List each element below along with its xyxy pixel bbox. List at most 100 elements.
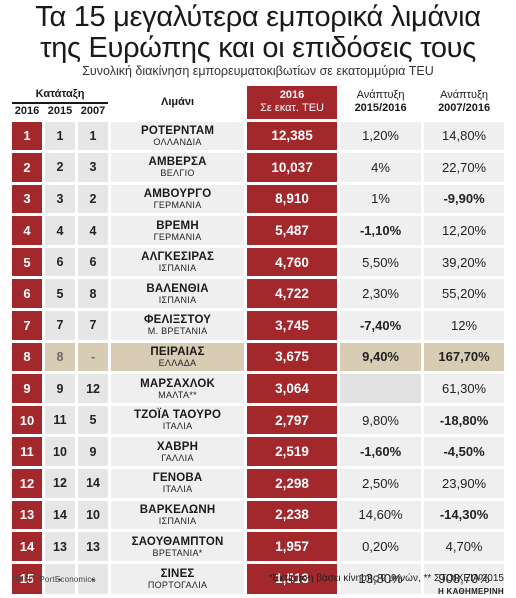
port-cell: ΦΕΛΙΞΣΤΟΥ Μ. ΒΡΕΤΑΝΙΑ bbox=[111, 308, 245, 342]
port-name: ΜΑΡΣΑΧΛΟΚ bbox=[140, 377, 215, 390]
rank-2007-cell: 8 bbox=[78, 276, 109, 310]
port-name: ΓΕΝΟΒΑ bbox=[152, 472, 203, 485]
growth-2015-2016-cell: 9,80% bbox=[340, 402, 422, 436]
port-cell: ΠΕΙΡΑΙΑΣ ΕΛΛΑΔΑ bbox=[111, 339, 245, 373]
port-country: ΙΤΑΛΙΑ bbox=[162, 421, 193, 432]
page-title: Τα 15 μεγαλύτερα εμπορικά λιμάνια της Ευ… bbox=[0, 2, 516, 64]
table-row: 3 3 2 ΑΜΒΟΥΡΓΟ ΓΕΡΜΑΝΙΑ 8,910 1% -9,90% bbox=[12, 181, 505, 215]
rank-2007-cell: 10 bbox=[78, 497, 109, 531]
rank-2015-header: 2015 bbox=[47, 105, 73, 118]
port-name: ΤΖΟΪΑ ΤΑΟΥΡΟ bbox=[133, 409, 222, 422]
rank-2015-cell: 2 bbox=[45, 150, 75, 184]
teu-cell: 2,298 bbox=[247, 466, 338, 500]
teu-cell: 2,797 bbox=[247, 402, 338, 436]
growth-2015-2016-cell: -1,60% bbox=[340, 434, 422, 468]
table-row: 10 11 5 ΤΖΟΪΑ ΤΑΟΥΡΟ ΙΤΑΛΙΑ 2,797 9,80% -18,80% bbox=[12, 402, 505, 436]
rank-2015-cell: 10 bbox=[45, 434, 75, 468]
rank-2015-cell: 1 bbox=[45, 118, 75, 152]
port-cell: ΒΡΕΜΗ ΓΕΡΜΑΝΙΑ bbox=[111, 213, 245, 247]
rank-2016-cell: 14 bbox=[12, 529, 42, 563]
port-cell: ΑΜΒΟΥΡΓΟ ΓΕΡΜΑΝΙΑ bbox=[111, 181, 245, 215]
port-name: ΠΕΙΡΑΙΑΣ bbox=[150, 345, 205, 358]
table-row: 8 8- ΠΕΙΡΑΙΑΣ ΕΛΛΑΔΑ 3,675 9,40% 167,70% bbox=[12, 339, 505, 373]
port-country: ΓΑΛΛΙΑ bbox=[161, 452, 194, 463]
growth-2015-2016-cell: 5,50% bbox=[340, 244, 422, 278]
port-country: ΙΣΠΑΝΙΑ bbox=[158, 263, 197, 274]
port-column-header: Λιμάνι bbox=[161, 95, 195, 108]
publisher-brand: Η ΚΑΘΗΜΕΡΙΝΗ bbox=[437, 587, 504, 596]
growth-2015-2016-cell: 14,60% bbox=[340, 497, 422, 531]
rank-2007-header: 2007 bbox=[80, 105, 106, 118]
growth-2007-2016-header: Ανάπτυξη 2007/2016 bbox=[424, 86, 504, 120]
growth-2007-2016-cell: 55,20% bbox=[424, 276, 505, 310]
rank-2016-cell: 8 bbox=[12, 339, 42, 373]
port-name: ΒΡΕΜΗ bbox=[156, 219, 199, 232]
growth-2007-2016-cell: 12,20% bbox=[424, 213, 505, 247]
table-row: 12 12 14 ΓΕΝΟΒΑ ΙΤΑΛΙΑ 2,298 2,50% 23,90% bbox=[12, 466, 505, 500]
growth-2015-2016-cell bbox=[340, 371, 422, 405]
growth-2015-2016-cell: 2,30% bbox=[340, 276, 422, 310]
rank-2016-header: 2016 bbox=[14, 105, 40, 118]
growth1-header-period: 2015/2016 bbox=[354, 102, 407, 115]
growth-2007-2016-cell: 14,80% bbox=[424, 118, 505, 152]
growth2-header-period: 2007/2016 bbox=[438, 102, 491, 115]
table-row: 14 13 13 ΣΑΟΥΘΑΜΠΤΟΝ ΒΡΕΤΑΝΙΑ* 1,957 0,20% 4,70… bbox=[12, 529, 505, 563]
rank-2015-cell: 11 bbox=[45, 402, 75, 436]
teu-header-year: 2016 bbox=[279, 89, 305, 102]
rank-2007-cell: 3 bbox=[78, 150, 109, 184]
rank-2015-cell: 13 bbox=[45, 529, 75, 563]
rank-2016-cell: 2 bbox=[12, 150, 42, 184]
rank-2015-cell: 4 bbox=[45, 213, 75, 247]
growth-2015-2016-cell: -1,10% bbox=[340, 213, 422, 247]
teu-cell: 10,037 bbox=[247, 150, 338, 184]
port-country: ΓΕΡΜΑΝΙΑ bbox=[153, 199, 202, 210]
growth-2015-2016-cell: -7,40% bbox=[340, 308, 422, 342]
port-cell: ΣΑΟΥΘΑΜΠΤΟΝ ΒΡΕΤΑΝΙΑ* bbox=[111, 529, 245, 563]
teu-cell: 5,487 bbox=[247, 213, 338, 247]
rank-2015-cell: 9 bbox=[45, 371, 75, 405]
teu-header-unit: Σε εκατ. TEU bbox=[260, 102, 324, 115]
rank-2015-cell: 3 bbox=[45, 181, 75, 215]
port-country: ΕΛΛΑΔΑ bbox=[158, 357, 197, 368]
growth-2015-2016-cell: 2,50% bbox=[340, 466, 422, 500]
growth-2007-2016-cell: -14,30% bbox=[424, 497, 505, 531]
growth-2007-2016-cell: -4,50% bbox=[424, 434, 505, 468]
rank-2015-cell: 8 bbox=[45, 339, 75, 373]
port-country: ΒΕΛΓΙΟ bbox=[160, 168, 195, 179]
port-cell: ΓΕΝΟΒΑ ΙΤΑΛΙΑ bbox=[111, 466, 245, 500]
growth-2015-2016-header: Ανάπτυξη 2015/2016 bbox=[340, 86, 421, 120]
rank-2007-cell: - bbox=[78, 339, 109, 373]
port-country: Μ. ΒΡΕΤΑΝΙΑ bbox=[147, 326, 208, 337]
port-name: ΑΜΒΟΥΡΓΟ bbox=[143, 187, 212, 200]
port-country: ΠΟΡΤΟΓΑΛΙΑ bbox=[147, 579, 208, 590]
port-cell: ΒΑΡΚΕΛΩΝΗ ΙΣΠΑΝΙΑ bbox=[111, 497, 245, 531]
table-row: 2 2 3 ΑΜΒΕΡΣΑ ΒΕΛΓΙΟ 10,037 4% 22,70% bbox=[12, 150, 505, 184]
growth-2007-2016-cell: 22,70% bbox=[424, 150, 505, 184]
title-line-2: της Ευρώπης και οι επιδόσεις τους bbox=[40, 32, 476, 64]
growth-2007-2016-cell: 908,70% bbox=[424, 560, 505, 594]
rank-2007-cell: 13 bbox=[78, 529, 109, 563]
port-country: ΓΕΡΜΑΝΙΑ bbox=[153, 231, 202, 242]
rank-2016-cell: 15 bbox=[12, 560, 42, 594]
rank-2007-cell: 7 bbox=[78, 308, 109, 342]
ports-table: Κατάταξη Λιμάνι 2016 Σε εκατ. TEU Ανάπτυ… bbox=[12, 86, 505, 594]
growth-2007-2016-cell: 61,30% bbox=[424, 371, 505, 405]
teu-cell: 3,745 bbox=[247, 308, 338, 342]
teu-cell: 3,064 bbox=[247, 371, 338, 405]
port-name: ΒΑΛΕΝΘΙΑ bbox=[146, 282, 209, 295]
rank-2016-cell: 7 bbox=[12, 308, 42, 342]
rank-2007-cell: 2 bbox=[78, 181, 109, 215]
rank-2007-cell: 14 bbox=[78, 466, 109, 500]
growth-2015-2016-cell: 13,80% bbox=[340, 560, 422, 594]
teu-column-header: 2016 Σε εκατ. TEU bbox=[247, 86, 338, 120]
port-name: ΑΜΒΕΡΣΑ bbox=[148, 156, 207, 169]
rank-2016-cell: 11 bbox=[12, 434, 42, 468]
teu-cell: 12,385 bbox=[247, 118, 338, 152]
growth2-header-label: Ανάπτυξη bbox=[440, 89, 489, 102]
rank-2016-cell: 4 bbox=[12, 213, 42, 247]
rank-2015-cell: 6 bbox=[45, 244, 75, 278]
growth-2007-2016-cell: -9,90% bbox=[424, 181, 505, 215]
teu-cell: 3,675 bbox=[247, 339, 338, 373]
teu-cell: 4,760 bbox=[247, 244, 338, 278]
port-cell: ΑΜΒΕΡΣΑ ΒΕΛΓΙΟ bbox=[111, 150, 245, 184]
